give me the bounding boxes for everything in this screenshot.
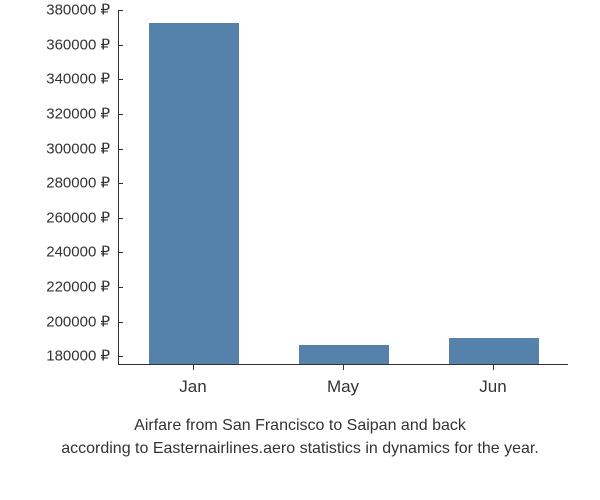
x-tick-label: Jan bbox=[179, 377, 206, 397]
bar bbox=[299, 345, 389, 364]
y-tick-label: 240000 ₽ bbox=[18, 245, 110, 260]
y-tick-label: 220000 ₽ bbox=[18, 280, 110, 295]
plot-area bbox=[118, 10, 568, 365]
y-tick-label: 340000 ₽ bbox=[18, 72, 110, 87]
bar bbox=[449, 338, 539, 364]
x-tick-label: Jun bbox=[479, 377, 506, 397]
x-tick-mark bbox=[493, 365, 494, 370]
y-tick-label: 360000 ₽ bbox=[18, 37, 110, 52]
y-tick-label: 380000 ₽ bbox=[18, 3, 110, 18]
y-axis: 180000 ₽ 200000 ₽ 220000 ₽ 240000 ₽ 260000 ₽… bbox=[18, 10, 118, 365]
bar bbox=[149, 23, 239, 364]
chart-caption: Airfare from San Francisco to Saipan and… bbox=[0, 415, 600, 460]
y-tick-label: 180000 ₽ bbox=[18, 349, 110, 364]
x-tick-label: May bbox=[327, 377, 359, 397]
caption-line1: Airfare from San Francisco to Saipan and… bbox=[134, 417, 466, 434]
y-tick-label: 300000 ₽ bbox=[18, 141, 110, 156]
caption-line2: according to Easternairlines.aero statis… bbox=[61, 440, 539, 457]
y-tick-label: 200000 ₽ bbox=[18, 314, 110, 329]
y-tick-label: 320000 ₽ bbox=[18, 106, 110, 121]
x-tick-mark bbox=[343, 365, 344, 370]
x-axis: Jan May Jun bbox=[118, 365, 568, 405]
chart-container: 180000 ₽ 200000 ₽ 220000 ₽ 240000 ₽ 260000 ₽… bbox=[18, 10, 578, 410]
y-tick-label: 280000 ₽ bbox=[18, 176, 110, 191]
x-tick-mark bbox=[193, 365, 194, 370]
y-tick-label: 260000 ₽ bbox=[18, 210, 110, 225]
